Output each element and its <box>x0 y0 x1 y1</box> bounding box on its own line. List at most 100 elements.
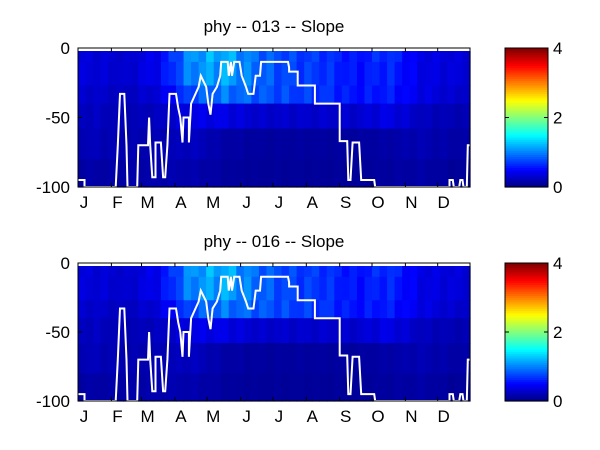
heatmap-cell <box>221 51 230 63</box>
colorbar-segment <box>505 364 548 368</box>
colorbar-segment <box>505 325 548 329</box>
heatmap-cell <box>243 343 252 374</box>
heatmap-cell <box>274 51 283 63</box>
colorbar-segment <box>505 113 548 116</box>
heatmap-cell <box>78 343 87 374</box>
colorbar-segment <box>505 314 548 318</box>
heatmap-cell <box>341 103 350 130</box>
colorbar-segment <box>505 82 548 86</box>
colorbar-segment <box>505 165 548 169</box>
heatmap-cell <box>130 276 139 301</box>
heatmap-cell <box>85 343 94 374</box>
heatmap-cell <box>85 103 94 130</box>
heatmap-cell <box>228 103 237 130</box>
heatmap-cell <box>304 300 313 319</box>
heatmap-cell <box>387 266 396 278</box>
colorbar-segment <box>505 56 548 60</box>
heatmap-cell <box>93 276 102 301</box>
heatmap-cell <box>372 276 381 301</box>
heatmap-cell <box>108 128 117 160</box>
heatmap-cell <box>93 61 102 87</box>
heatmap-cell <box>206 318 215 344</box>
heatmap-cell <box>160 85 170 105</box>
heatmap-cell <box>341 300 350 319</box>
heatmap-cell <box>281 128 290 160</box>
heatmap-cell <box>439 266 448 278</box>
colorbar-segment <box>505 117 548 121</box>
heatmap-cell <box>296 103 305 130</box>
heatmap-cell <box>439 276 448 301</box>
heatmap-cell <box>424 85 433 105</box>
heatmap-cell <box>115 128 124 160</box>
heatmap-cell <box>221 343 230 374</box>
heatmap-cell <box>439 103 448 130</box>
colorbar-segment <box>505 273 548 277</box>
heatmap-cell <box>100 61 109 87</box>
heatmap-cell <box>130 103 139 130</box>
heatmap-cell <box>168 159 177 188</box>
heatmap-cell <box>364 85 373 105</box>
heatmap-cell <box>258 103 268 130</box>
heatmap-cell <box>432 300 441 319</box>
heatmap-cell <box>311 128 320 160</box>
heatmap-cell <box>432 159 441 188</box>
heatmap-cell <box>183 85 192 105</box>
colorbar-segment <box>505 102 548 106</box>
colorbar-segment <box>505 65 548 69</box>
heatmap-cell <box>258 85 268 105</box>
heatmap-cell <box>372 373 381 402</box>
heatmap-cell <box>138 128 147 160</box>
colorbar-segment <box>505 184 548 188</box>
x-tick-label: S <box>340 407 351 426</box>
heatmap-cell <box>251 85 260 105</box>
heatmap-cell <box>349 159 358 188</box>
heatmap-cell <box>326 61 335 87</box>
x-tick-label: M <box>206 193 220 212</box>
heatmap-cell <box>432 373 441 402</box>
heatmap-cell <box>304 103 313 130</box>
heatmap-cell <box>326 266 335 278</box>
heatmap-cell <box>364 103 373 130</box>
heatmap-cell <box>372 159 381 188</box>
heatmap-cell <box>319 266 328 278</box>
heatmap-cell <box>138 159 147 188</box>
heatmap-cell <box>356 51 366 63</box>
heatmap-cell <box>115 51 124 63</box>
heatmap-cell <box>153 343 162 374</box>
heatmap-cell <box>251 373 260 402</box>
heatmap-cell <box>334 51 343 63</box>
heatmap-cell <box>356 61 366 87</box>
heatmap-cell <box>153 300 162 319</box>
heatmap-cell <box>402 318 411 344</box>
y-tick-label: 0 <box>61 39 70 58</box>
heatmap-cell <box>372 300 381 319</box>
heatmap-cell <box>160 128 170 160</box>
heatmap-cell <box>319 276 328 301</box>
heatmap-cell <box>191 51 200 63</box>
heatmap-cell <box>417 300 426 319</box>
heatmap-cell <box>417 85 426 105</box>
heatmap-cell <box>341 159 350 188</box>
heatmap-cell <box>168 300 177 319</box>
heatmap-cell <box>145 276 154 301</box>
heatmap-cell <box>176 276 185 301</box>
heatmap-cell <box>153 103 162 130</box>
heatmap-cell <box>236 61 245 87</box>
heatmap-cell <box>281 343 290 374</box>
heatmap-cell <box>409 318 418 344</box>
heatmap-cell <box>372 85 381 105</box>
heatmap-cell <box>417 159 426 188</box>
heatmap-cell <box>130 61 139 87</box>
heatmap-cell <box>228 85 237 105</box>
heatmap-cell <box>334 103 343 130</box>
heatmap-cell <box>123 51 132 63</box>
colorbar-segment <box>505 141 548 145</box>
heatmap-cell <box>281 373 290 402</box>
heatmap-cell <box>334 128 343 160</box>
heatmap-cell <box>228 318 237 344</box>
heatmap-cell <box>296 276 305 301</box>
heatmap-cell <box>296 61 305 87</box>
heatmap-cell <box>334 343 343 374</box>
x-tick-label: D <box>438 407 450 426</box>
heatmap-cell <box>100 300 109 319</box>
